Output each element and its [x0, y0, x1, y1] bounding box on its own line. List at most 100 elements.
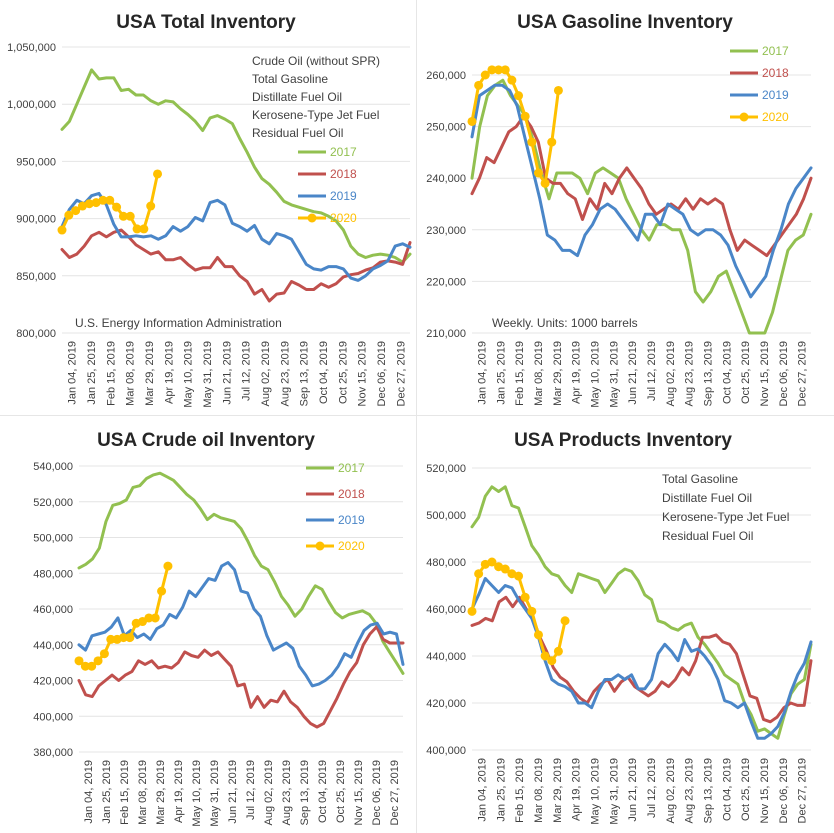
x-tick-label: Jan 04, 2019 — [476, 758, 488, 822]
x-tick-label: Mar 08, 2019 — [533, 341, 545, 406]
legend-label-2020: 2020 — [338, 539, 365, 553]
x-tick-label: Jun 21, 2019 — [227, 760, 239, 824]
plot-area — [74, 471, 405, 729]
note: Distillate Fuel Oil — [252, 90, 342, 104]
gridlines — [472, 74, 811, 334]
y-tick-label: 800,000 — [16, 328, 56, 340]
y-axis: 400,000 420,000 440,000 460,000 480,000 500,0… — [426, 463, 466, 757]
data-point — [540, 178, 550, 188]
y-tick-label: 480,000 — [33, 568, 73, 580]
legend-label-2018: 2018 — [338, 487, 365, 501]
x-tick-label: Apr 19, 2019 — [571, 758, 583, 821]
series-line-2018 — [77, 625, 405, 729]
legend-label-2020: 2020 — [330, 211, 357, 225]
data-point — [507, 75, 517, 85]
note: Total Gasoline — [252, 72, 328, 86]
legend-marker — [739, 112, 749, 122]
x-axis: Jan 04, 2019 Jan 25, 2019 Feb 15, 2019 Mar … — [476, 341, 808, 408]
data-point — [84, 199, 94, 209]
x-tick-label: Feb 15, 2019 — [105, 341, 117, 406]
x-tick-label: Dec 06, 2019 — [376, 341, 388, 406]
x-tick-label: Jul 12, 2019 — [245, 760, 257, 820]
x-tick-label: Mar 08, 2019 — [137, 760, 149, 825]
x-axis: Jan 04, 2019 Jan 25, 2019 Feb 15, 2019 Mar … — [83, 760, 401, 827]
x-tick-label: Mar 29, 2019 — [552, 341, 564, 406]
data-point — [560, 616, 570, 626]
x-tick-label: Jan 04, 2019 — [83, 760, 95, 824]
data-point — [118, 633, 128, 643]
note: Distillate Fuel Oil — [662, 491, 752, 505]
x-tick-label: May 10, 2019 — [183, 341, 195, 408]
y-tick-label: 250,000 — [426, 122, 466, 134]
legend-label-2019: 2019 — [762, 88, 789, 102]
data-point — [144, 613, 154, 623]
data-point — [99, 649, 109, 659]
x-tick-label: Mar 08, 2019 — [125, 341, 137, 406]
data-point — [547, 656, 557, 666]
data-point — [80, 661, 90, 671]
x-axis: Jan 04, 2019 Jan 25, 2019 Feb 15, 2019 Mar … — [476, 758, 808, 825]
x-tick-label: Dec 06, 2019 — [778, 341, 790, 406]
x-tick-label: Mar 29, 2019 — [155, 760, 167, 825]
legend-label-2019: 2019 — [330, 189, 357, 203]
data-point — [514, 91, 524, 101]
plot-area — [57, 68, 412, 303]
data-point — [494, 65, 504, 75]
data-point — [467, 606, 477, 616]
data-point — [527, 606, 537, 616]
x-tick-label: Jan 04, 2019 — [67, 341, 79, 405]
data-point — [106, 634, 116, 644]
data-point — [71, 206, 81, 216]
x-tick-label: Jan 25, 2019 — [86, 341, 98, 405]
series-line-2018 — [60, 228, 412, 303]
data-point — [480, 70, 490, 80]
legend: 2017 2018 2019 2020 — [730, 44, 789, 124]
data-point — [500, 564, 510, 574]
y-tick-label: 540,000 — [33, 461, 73, 473]
data-point — [157, 586, 167, 596]
data-point — [500, 65, 510, 75]
x-tick-label: Dec 27, 2019 — [797, 341, 809, 406]
x-tick-label: Aug 02, 2019 — [665, 341, 677, 406]
data-point — [533, 168, 543, 178]
x-tick-label: May 31, 2019 — [209, 760, 221, 827]
legend-label-2017: 2017 — [762, 44, 789, 58]
data-point — [150, 613, 160, 623]
data-point — [474, 569, 484, 579]
chart-title: USA Products Inventory — [514, 430, 732, 451]
series-line-2019 — [60, 191, 412, 282]
x-tick-label: Mar 29, 2019 — [552, 758, 564, 823]
notes: Crude Oil (without SPR) Total Gasoline D… — [75, 54, 380, 330]
y-tick-label: 440,000 — [33, 640, 73, 652]
data-point — [540, 651, 550, 661]
x-tick-label: May 31, 2019 — [608, 758, 620, 825]
x-tick-label: May 10, 2019 — [589, 341, 601, 408]
x-tick-label: Oct 04, 2019 — [721, 341, 733, 404]
chart-title: USA Crude oil Inventory — [97, 430, 315, 451]
data-point — [98, 195, 108, 205]
data-point — [105, 195, 115, 205]
x-tick-label: Dec 06, 2019 — [371, 760, 383, 825]
y-tick-label: 520,000 — [426, 463, 466, 475]
x-tick-label: Dec 27, 2019 — [395, 341, 407, 406]
x-tick-label: Jul 12, 2019 — [241, 341, 253, 401]
y-tick-label: 400,000 — [426, 745, 466, 757]
x-tick-label: Apr 19, 2019 — [571, 341, 583, 404]
x-tick-label: Aug 23, 2019 — [281, 760, 293, 825]
note: Residual Fuel Oil — [252, 126, 343, 140]
x-tick-label: Dec 27, 2019 — [389, 760, 401, 825]
data-point — [520, 592, 530, 602]
x-tick-label: Aug 23, 2019 — [684, 341, 696, 406]
x-tick-label: Sep 13, 2019 — [299, 760, 311, 825]
x-tick-label: May 10, 2019 — [191, 760, 203, 827]
y-tick-label: 260,000 — [426, 70, 466, 82]
x-tick-label: Feb 15, 2019 — [514, 341, 526, 406]
gridlines — [79, 465, 403, 753]
x-tick-label: Jan 25, 2019 — [495, 341, 507, 405]
legend-label-2018: 2018 — [762, 66, 789, 80]
x-tick-label: Oct 04, 2019 — [317, 760, 329, 823]
x-axis: Jan 04, 2019 Jan 25, 2019 Feb 15, 2019 Mar … — [67, 341, 408, 408]
legend-label-2018: 2018 — [330, 167, 357, 181]
data-point — [474, 80, 484, 90]
y-tick-label: 950,000 — [16, 156, 56, 168]
